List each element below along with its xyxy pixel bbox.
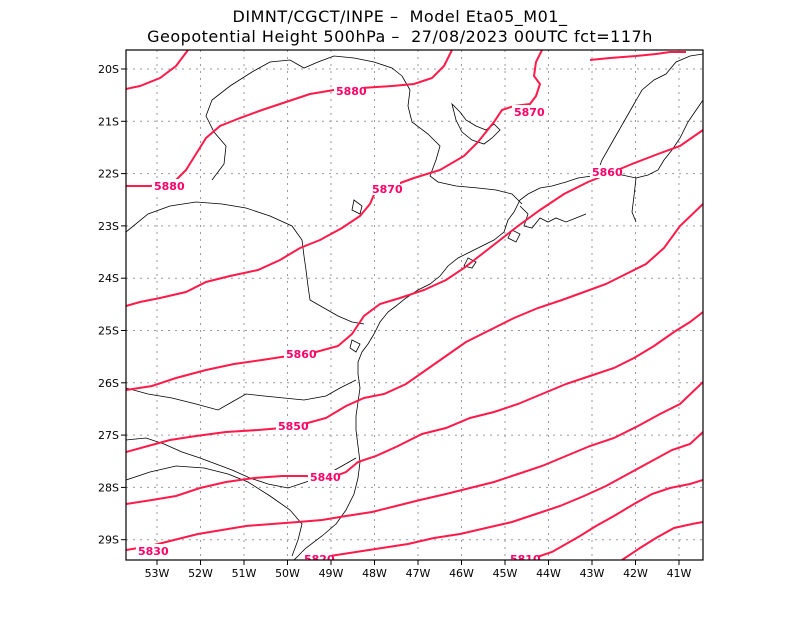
lon-tick-label: 48W — [362, 567, 387, 580]
contour-5820 — [309, 431, 703, 560]
contour-label: 5860 — [286, 348, 317, 361]
lat-tick-label: 25S — [98, 325, 119, 338]
geopotential-contours — [126, 50, 703, 560]
contour-5800 — [621, 521, 703, 560]
lon-tick-label: 46W — [449, 567, 474, 580]
lat-tick-label: 27S — [98, 429, 119, 442]
contour-5870-a — [375, 50, 543, 191]
lon-tick-label: 47W — [406, 567, 431, 580]
lon-tick-label: 50W — [275, 567, 300, 580]
contour-5810 — [515, 479, 703, 560]
paranagua-inlet — [349, 339, 361, 353]
reservoir-detail — [451, 102, 501, 145]
map-frame — [125, 49, 704, 561]
lon-tick-label: 44W — [536, 567, 561, 580]
contour-label: 5880 — [154, 180, 185, 193]
contour-5880-c — [589, 51, 686, 61]
contour-label: 5870 — [514, 106, 545, 119]
axes: 53W 52W 51W 50W 49W 48W 47W 46W 45W 44W 43W 42W 41W 2… — [98, 63, 692, 580]
lat-tick-label: 28S — [98, 481, 119, 494]
map-title-line2: Geopotential Height 500hPa – 27/08/2023 … — [147, 27, 653, 46]
lon-tick-label: 52W — [188, 567, 213, 580]
state-border-mid — [401, 75, 523, 205]
state-border-east — [595, 53, 703, 177]
lon-tick-label: 42W — [623, 567, 648, 580]
contour-label: 5880 — [336, 85, 367, 98]
lon-tick-label: 49W — [319, 567, 344, 580]
contour-5880-a — [126, 50, 189, 90]
lat-tick-label: 20S — [98, 63, 119, 76]
contour-5880-b — [126, 50, 453, 187]
state-border-west — [205, 55, 403, 181]
contour-5870-b — [126, 189, 377, 307]
contour-5850 — [126, 203, 703, 453]
island-1 — [507, 229, 521, 243]
contour-5830 — [126, 381, 703, 551]
lon-tick-label: 43W — [580, 567, 605, 580]
lon-tick-label: 41W — [667, 567, 692, 580]
lat-tick-label: 23S — [98, 220, 119, 233]
rs-interior-border — [126, 465, 303, 557]
contour-5840 — [126, 311, 703, 505]
reservoir-detail-2 — [351, 199, 363, 215]
lat-tick-label: 24S — [98, 272, 119, 285]
lat-tick-label: 29S — [98, 534, 119, 547]
contour-label: 5830 — [138, 545, 169, 558]
contour-label: 5870 — [372, 183, 403, 196]
lon-tick-label: 51W — [232, 567, 257, 580]
state-border-north — [126, 201, 365, 325]
lat-tick-label: 26S — [98, 377, 119, 390]
contour-label: 5840 — [310, 471, 341, 484]
contour-label: 5820 — [304, 553, 335, 566]
contour-labels: 5880 5870 5880 5870 5860 5860 5850 5840 … — [136, 84, 623, 566]
lat-tick-label: 21S — [98, 115, 119, 128]
lat-tick-label: 22S — [98, 168, 119, 181]
lon-tick-label: 53W — [145, 567, 170, 580]
lat-lon-grid — [126, 50, 703, 560]
lon-tick-label: 45W — [493, 567, 518, 580]
map-title-line1: DIMNT/CGCT/INPE – Model Eta05_M01_ — [232, 7, 568, 26]
rj-es-border — [631, 177, 637, 223]
sc-pr-border — [126, 379, 357, 411]
contour-label: 5850 — [278, 420, 309, 433]
contour-label: 5860 — [592, 166, 623, 179]
contour-label: 5810 — [510, 553, 541, 566]
